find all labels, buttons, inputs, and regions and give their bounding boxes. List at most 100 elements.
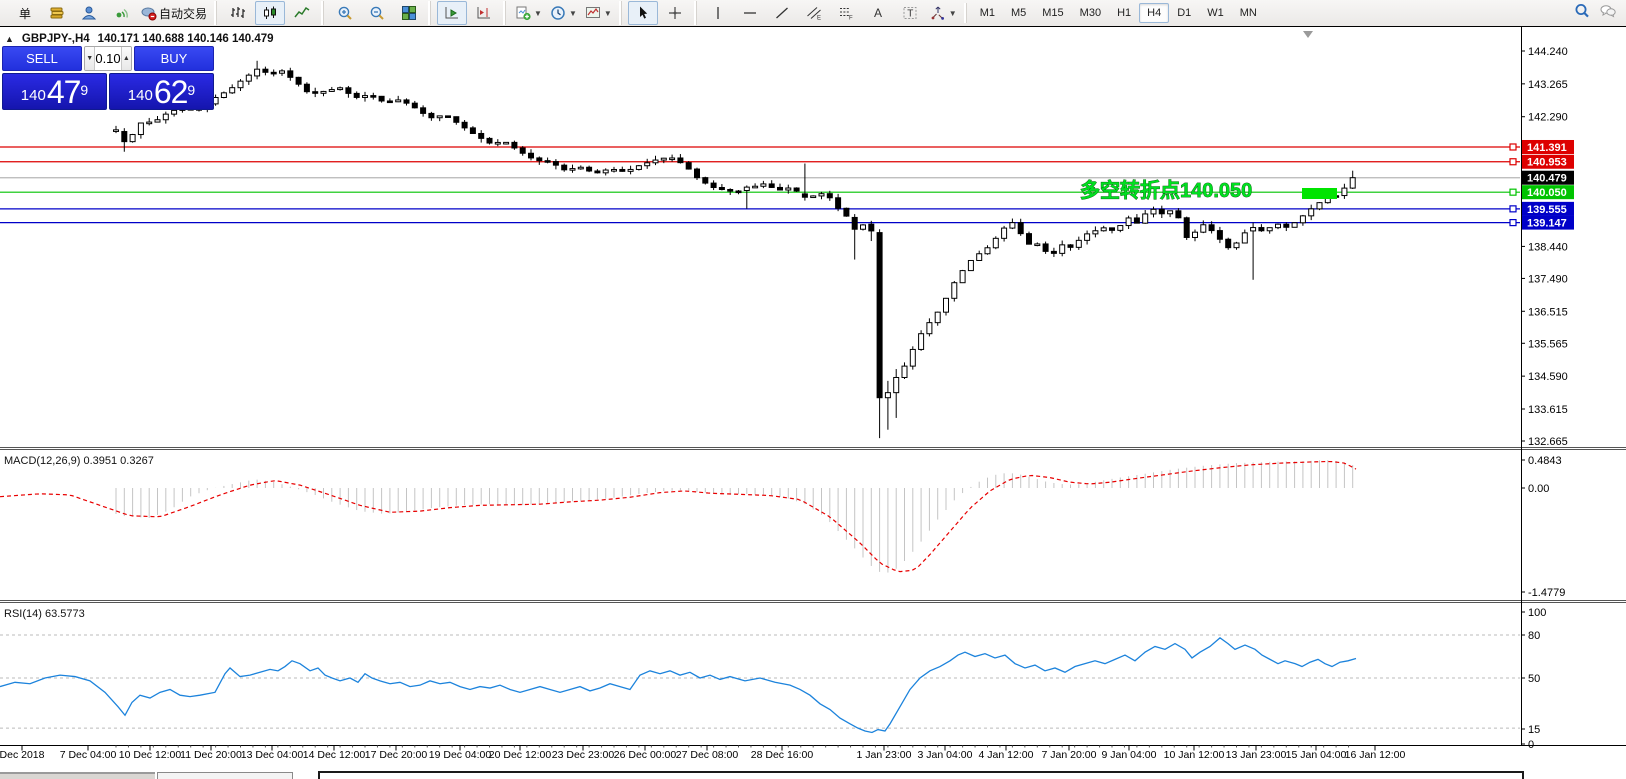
chevron-down-icon[interactable]: ▼ — [603, 8, 612, 18]
svg-text:143.265: 143.265 — [1528, 79, 1568, 91]
volume-decrease-button[interactable]: ▼ — [85, 47, 96, 70]
chevron-down-icon[interactable]: ▼ — [534, 8, 542, 18]
chart-shift-button[interactable] — [469, 1, 499, 25]
chart-shift-icon — [476, 5, 492, 21]
shapes-button[interactable]: ▼ — [927, 1, 960, 25]
autotrading-label: 自动交易 — [159, 6, 208, 21]
chat-icon[interactable] — [1600, 3, 1616, 24]
timeframe-M1[interactable]: M1 — [979, 7, 995, 19]
time-label: 1 Jan 23:00 — [857, 749, 912, 761]
svg-text:F: F — [849, 16, 853, 22]
zoom-in-button[interactable] — [330, 1, 360, 25]
chart-canvas: 多空转折点140.050 144.240 143.265 142.290 138.440… — [0, 27, 1626, 761]
profile-button[interactable] — [74, 1, 104, 25]
order-button[interactable]: 单 — [10, 1, 40, 25]
time-label: 10 Dec 12:00 — [119, 749, 182, 761]
rsi-line — [0, 637, 1357, 734]
sell-price-pips: 47 — [46, 74, 82, 110]
svg-text:T: T — [907, 9, 913, 20]
trend-line-button[interactable] — [767, 1, 797, 25]
macd-signal-line — [0, 460, 1357, 573]
price-axis: 144.240 143.265 142.290 138.440 137.490 136.5… — [1509, 46, 1574, 751]
horizontal-line-button[interactable] — [735, 1, 765, 25]
cursor-button[interactable] — [627, 1, 658, 25]
timeframe-M30[interactable]: M30 — [1079, 7, 1102, 19]
hline-endpoint-marker[interactable] — [1509, 188, 1517, 196]
candle-chart-button[interactable] — [255, 1, 286, 25]
hline-endpoint-marker[interactable] — [1509, 219, 1517, 227]
volume-increase-button[interactable]: ▲ — [120, 47, 131, 70]
gold-book-button[interactable] — [42, 1, 72, 25]
zoom-out-button[interactable] — [362, 1, 392, 25]
buy-price-button[interactable]: 140 62 9 — [109, 73, 214, 110]
bar-chart-button[interactable] — [223, 1, 253, 25]
channel-icon: E — [806, 5, 822, 21]
timeframe-M15[interactable]: M15 — [1042, 7, 1064, 19]
svg-text:133.615: 133.615 — [1528, 404, 1568, 416]
fibonacci-icon: F — [838, 5, 854, 21]
templates-button[interactable]: ▼ — [582, 1, 615, 25]
timeframe-H4[interactable]: H4 — [1139, 3, 1170, 23]
timeframe-M5[interactable]: M5 — [1010, 7, 1027, 19]
tile-windows-button[interactable] — [394, 1, 424, 25]
hline-endpoint-marker[interactable] — [1509, 143, 1517, 151]
svg-text:132.665: 132.665 — [1528, 436, 1568, 448]
text-label-icon: T — [902, 5, 918, 21]
dock-stub-terminal[interactable] — [318, 771, 1524, 779]
time-label: 27 Dec 08:00 — [676, 749, 739, 761]
profile-icon — [81, 5, 97, 21]
line-chart-button[interactable] — [287, 1, 317, 25]
auto-scroll-button[interactable] — [437, 1, 468, 25]
time-label: 9 Jan 04:00 — [1102, 749, 1157, 761]
zoom-out-icon — [369, 5, 385, 21]
autotrading-button[interactable]: 自动交易 — [138, 1, 210, 25]
toolbar-group: ▼ ▼ ▼ — [505, 1, 621, 25]
svg-text:141.391: 141.391 — [1527, 142, 1567, 154]
autotrading-icon — [141, 5, 157, 21]
svg-text:100: 100 — [1528, 607, 1546, 619]
chevron-down-icon[interactable]: ▼ — [948, 8, 957, 18]
pivot-annotation-text[interactable]: 多空转折点140.050 — [1080, 178, 1253, 203]
svg-text:139.147: 139.147 — [1527, 218, 1567, 230]
volume-input[interactable]: 0.10 — [95, 51, 121, 66]
svg-text:A: A — [874, 6, 882, 20]
buy-button[interactable]: BUY — [134, 46, 214, 71]
time-label: 23 Dec 23:00 — [552, 749, 615, 761]
svg-text:80: 80 — [1528, 630, 1540, 642]
toolbar-group — [430, 1, 505, 25]
price-tag-139.555 — [1522, 201, 1574, 216]
timeframe-H1[interactable]: H1 — [1117, 7, 1132, 19]
text-label-button[interactable]: T — [895, 1, 925, 25]
svg-text:137.490: 137.490 — [1528, 273, 1568, 285]
sell-button[interactable]: SELL — [2, 46, 82, 71]
chevron-down-icon[interactable]: ▼ — [568, 8, 577, 18]
zoom-in-icon — [337, 5, 353, 21]
text-button[interactable]: A — [863, 1, 893, 25]
shapes-icon — [930, 5, 946, 21]
sell-price-button[interactable]: 140 47 9 — [2, 73, 107, 110]
timeframe-D1[interactable]: D1 — [1177, 7, 1192, 19]
timeframe-W1[interactable]: W1 — [1207, 7, 1224, 19]
time-label: 28 Dec 16:00 — [751, 749, 814, 761]
add-chart-button[interactable]: ▼ — [512, 1, 545, 25]
timeframe-MN[interactable]: MN — [1239, 7, 1257, 19]
channel-button[interactable]: E — [799, 1, 829, 25]
panel-collapse-icon[interactable]: ▲ — [5, 34, 14, 44]
pivot-zone-box[interactable] — [1302, 188, 1337, 199]
docked-windows-edge — [0, 771, 1626, 779]
chart-shift-marker[interactable] — [1303, 31, 1313, 38]
vertical-line-button[interactable] — [703, 1, 733, 25]
time-label: 3 Jan 04:00 — [918, 749, 973, 761]
dock-stub-left — [0, 772, 155, 779]
signal-button[interactable] — [106, 1, 136, 25]
time-label: 26 Dec 00:00 — [614, 749, 677, 761]
line-chart-icon — [294, 5, 310, 21]
rsi-panel — [0, 634, 1520, 734]
hline-endpoint-marker[interactable] — [1509, 158, 1517, 166]
hline-endpoint-marker[interactable] — [1509, 205, 1517, 213]
time-label: 17 Dec 20:00 — [365, 749, 428, 761]
search-icon[interactable] — [1574, 3, 1590, 24]
fibonacci-button[interactable]: F — [831, 1, 861, 25]
crosshair-button[interactable] — [660, 1, 690, 25]
periods-button[interactable]: ▼ — [547, 1, 580, 25]
